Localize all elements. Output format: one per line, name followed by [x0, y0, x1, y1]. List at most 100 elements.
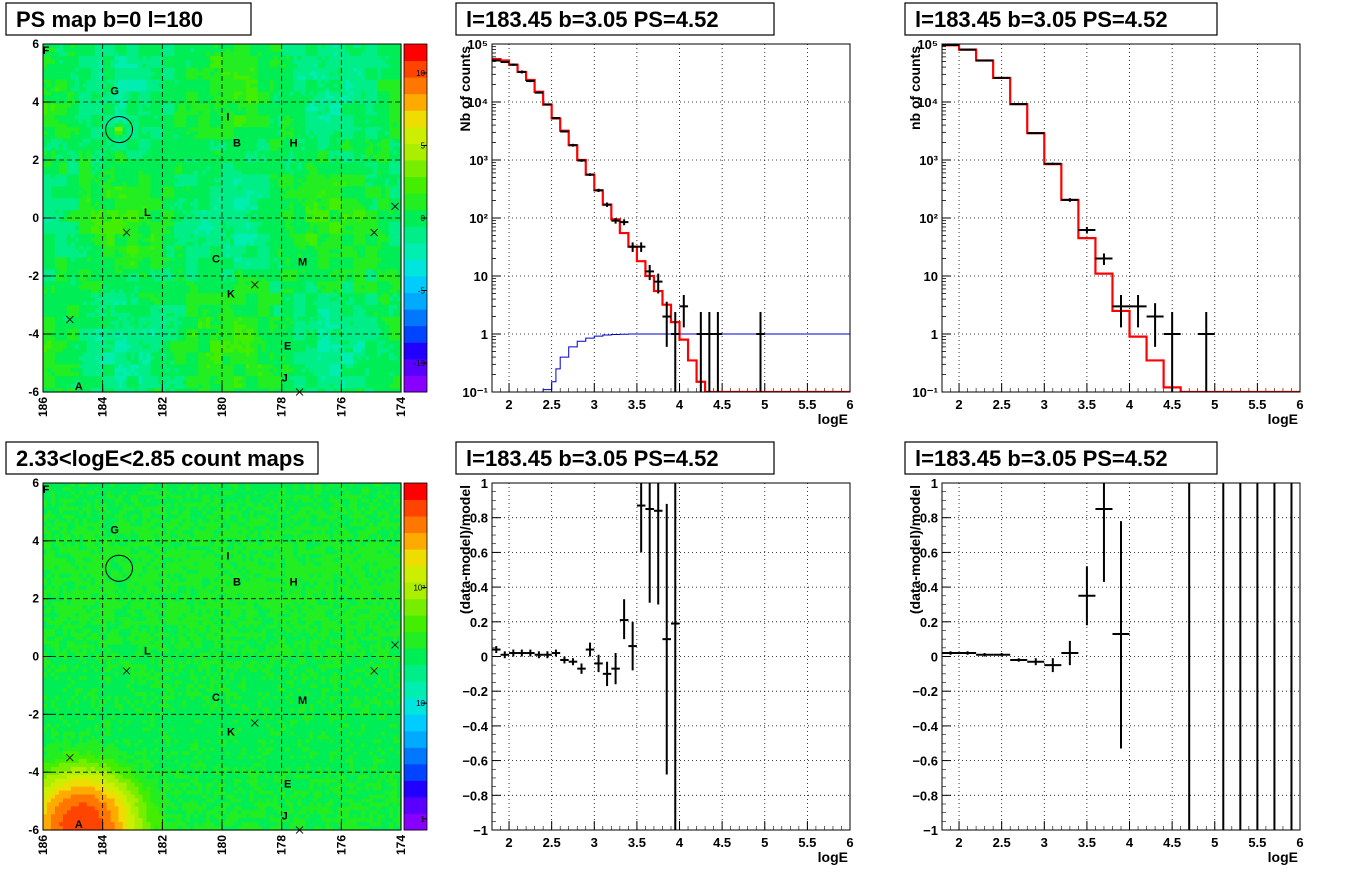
data-point: [637, 242, 646, 252]
title-text: l=183.45 b=3.05 PS=4.52: [466, 7, 719, 32]
x-tick-label: 184: [96, 397, 110, 417]
y-tick-label: 4: [32, 95, 39, 109]
x-tick-label: 2.5: [993, 397, 1011, 412]
data-point: [976, 653, 993, 656]
x-tick-label: 5.5: [1248, 835, 1266, 850]
y-tick-label: 1: [931, 327, 938, 342]
title-text: 2.33<logE<2.85 count maps: [16, 446, 305, 471]
colorbar-label: 1: [421, 815, 426, 824]
data-point: [942, 651, 959, 654]
x-tick-label: 4: [676, 397, 684, 412]
data-point: [628, 242, 637, 252]
chart-title: l=183.45 b=3.05 PS=4.52: [456, 442, 774, 474]
data-point: [1027, 658, 1044, 665]
y-axis-label: (data-model)/model: [457, 485, 473, 614]
data-point: [526, 650, 535, 657]
data-point: [959, 651, 976, 654]
x-tick-label: 4.5: [1163, 835, 1181, 850]
source-label: A: [75, 381, 83, 393]
data-point: [1095, 253, 1112, 265]
x-tick-label: 2.5: [543, 397, 561, 412]
background-model-line: [492, 334, 850, 392]
data-point: [586, 173, 595, 176]
data-point: [492, 646, 501, 653]
chart-title: 2.33<logE<2.85 count maps: [6, 442, 318, 474]
colorbar-cell: [404, 77, 427, 94]
x-tick-label: 3.5: [1078, 397, 1096, 412]
x-tick-label: 2: [955, 397, 962, 412]
x-tick-label: 178: [275, 397, 289, 417]
chart-title: l=183.45 b=3.05 PS=4.52: [905, 442, 1217, 474]
data-point: [535, 92, 544, 94]
data-point: [1010, 104, 1027, 105]
chart-title: PS map b=0 l=180: [6, 3, 251, 35]
source-label: J: [282, 373, 288, 385]
data-point: [526, 80, 535, 82]
data-point: [714, 312, 723, 392]
colorbar-cell: [404, 375, 427, 392]
y-tick-label: −0.2: [462, 684, 488, 699]
x-axis-label: logE: [818, 849, 848, 865]
data-point: [645, 265, 654, 280]
data-point: [1198, 312, 1215, 392]
y-tick-label: 0.2: [920, 615, 938, 630]
y-tick-label: −0.2: [912, 684, 938, 699]
data-point: [501, 651, 510, 658]
title-text: l=183.45 b=3.05 PS=4.52: [466, 446, 719, 471]
x-axis-label: logE: [1268, 411, 1298, 427]
data-point: [993, 77, 1010, 79]
x-tick-label: 3: [591, 397, 598, 412]
y-tick-label: −1: [923, 823, 938, 838]
x-tick-label: 6: [846, 835, 853, 850]
source-label: I: [226, 112, 229, 124]
colorbar-cell: [404, 615, 427, 632]
y-tick-label: −0.4: [912, 719, 938, 734]
y-tick-label: 2: [32, 592, 39, 606]
source-label: L: [144, 646, 151, 658]
colorbar-cell: [404, 797, 427, 814]
y-tick-label: −0.4: [462, 719, 488, 734]
colorbar-cell: [404, 193, 427, 210]
x-tick-label: 4: [1126, 397, 1134, 412]
y-tick-label: 10²: [469, 211, 488, 226]
colorbar-cell: [404, 533, 427, 550]
y-tick-label: 6: [32, 37, 39, 51]
x-tick-label: 5.5: [798, 835, 816, 850]
x-tick-label: 5: [761, 397, 768, 412]
x-tick-label: 174: [394, 835, 408, 855]
data-point: [518, 650, 527, 657]
source-label: L: [144, 207, 151, 219]
colorbar-cell: [404, 714, 427, 731]
x-tick-label: 3: [1041, 397, 1048, 412]
data-point: [577, 663, 586, 673]
data-point: [552, 117, 561, 119]
y-tick-label: 6: [32, 476, 39, 490]
data-point: [1044, 658, 1061, 672]
x-tick-label: 6: [846, 397, 853, 412]
y-tick-label: −0.8: [912, 788, 938, 803]
source-label: G: [110, 85, 119, 97]
colorbar-label: 0: [421, 214, 426, 223]
y-tick-label: 10³: [919, 153, 938, 168]
chart-title: l=183.45 b=3.05 PS=4.52: [905, 3, 1217, 35]
data-point: [1164, 312, 1181, 392]
y-tick-label: 10⁻¹: [462, 385, 488, 400]
x-axis-label: logE: [818, 411, 848, 427]
data-point: [993, 653, 1010, 656]
y-tick-label: 2: [32, 153, 39, 167]
data-point: [756, 312, 765, 392]
data-point: [976, 60, 993, 62]
y-tick-label: 10: [474, 269, 488, 284]
y-tick-label: 10³: [469, 153, 488, 168]
colorbar-cell: [404, 500, 427, 517]
data-point: [509, 64, 518, 66]
data-point: [1044, 163, 1061, 165]
y-tick-label: -4: [28, 765, 39, 779]
source-label: H: [290, 138, 298, 150]
x-tick-label: 3.5: [1078, 835, 1096, 850]
y-tick-label: -2: [28, 707, 39, 721]
x-tick-label: 4: [676, 835, 684, 850]
